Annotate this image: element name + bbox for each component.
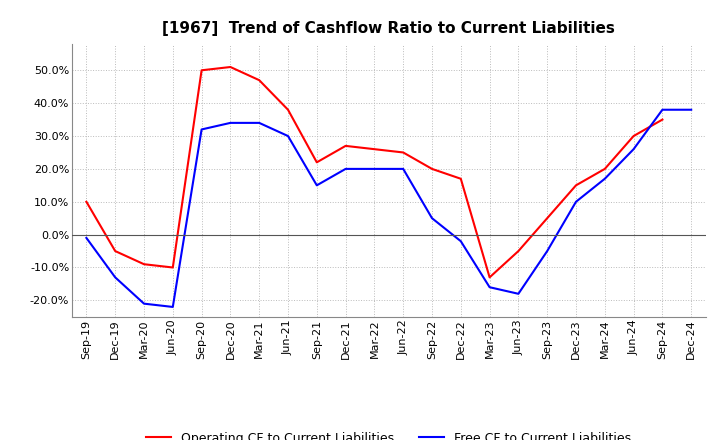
Operating CF to Current Liabilities [428, 166, 436, 172]
Free CF to Current Liabilities [428, 216, 436, 221]
Operating CF to Current Liabilities [226, 64, 235, 70]
Free CF to Current Liabilities [255, 120, 264, 125]
Operating CF to Current Liabilities [341, 143, 350, 149]
Free CF to Current Liabilities [658, 107, 667, 112]
Title: [1967]  Trend of Cashflow Ratio to Current Liabilities: [1967] Trend of Cashflow Ratio to Curren… [163, 21, 615, 36]
Operating CF to Current Liabilities [370, 147, 379, 152]
Operating CF to Current Liabilities [485, 275, 494, 280]
Free CF to Current Liabilities [111, 275, 120, 280]
Operating CF to Current Liabilities [399, 150, 408, 155]
Free CF to Current Liabilities [687, 107, 696, 112]
Operating CF to Current Liabilities [111, 249, 120, 254]
Free CF to Current Liabilities [312, 183, 321, 188]
Free CF to Current Liabilities [370, 166, 379, 172]
Free CF to Current Liabilities [140, 301, 148, 306]
Free CF to Current Liabilities [600, 176, 609, 181]
Operating CF to Current Liabilities [284, 107, 292, 112]
Operating CF to Current Liabilities [197, 68, 206, 73]
Free CF to Current Liabilities [197, 127, 206, 132]
Line: Free CF to Current Liabilities: Free CF to Current Liabilities [86, 110, 691, 307]
Free CF to Current Liabilities [629, 147, 638, 152]
Free CF to Current Liabilities [399, 166, 408, 172]
Free CF to Current Liabilities [284, 133, 292, 139]
Operating CF to Current Liabilities [140, 261, 148, 267]
Free CF to Current Liabilities [168, 304, 177, 310]
Free CF to Current Liabilities [485, 285, 494, 290]
Free CF to Current Liabilities [514, 291, 523, 297]
Operating CF to Current Liabilities [82, 199, 91, 205]
Operating CF to Current Liabilities [543, 216, 552, 221]
Free CF to Current Liabilities [456, 238, 465, 244]
Operating CF to Current Liabilities [658, 117, 667, 122]
Operating CF to Current Liabilities [600, 166, 609, 172]
Legend: Operating CF to Current Liabilities, Free CF to Current Liabilities: Operating CF to Current Liabilities, Fre… [141, 427, 636, 440]
Free CF to Current Liabilities [572, 199, 580, 205]
Operating CF to Current Liabilities [312, 160, 321, 165]
Free CF to Current Liabilities [226, 120, 235, 125]
Line: Operating CF to Current Liabilities: Operating CF to Current Liabilities [86, 67, 662, 277]
Free CF to Current Liabilities [82, 235, 91, 241]
Operating CF to Current Liabilities [255, 77, 264, 83]
Operating CF to Current Liabilities [168, 265, 177, 270]
Operating CF to Current Liabilities [456, 176, 465, 181]
Operating CF to Current Liabilities [514, 249, 523, 254]
Free CF to Current Liabilities [543, 249, 552, 254]
Free CF to Current Liabilities [341, 166, 350, 172]
Operating CF to Current Liabilities [629, 133, 638, 139]
Operating CF to Current Liabilities [572, 183, 580, 188]
